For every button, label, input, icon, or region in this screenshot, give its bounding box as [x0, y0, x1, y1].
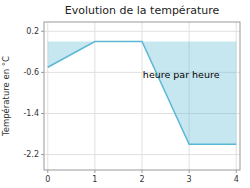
marks [48, 42, 236, 145]
x-tick [236, 170, 237, 173]
x-grid-line [94, 22, 95, 170]
x-tick [142, 170, 143, 173]
area [48, 42, 236, 145]
y-tick [41, 72, 44, 73]
x-tick-label: 1 [92, 175, 97, 184]
x-grid-line [142, 22, 143, 170]
annotation: heure par heure [143, 69, 220, 80]
x-tick [47, 170, 48, 173]
x-tick-label: 3 [187, 175, 192, 184]
y-axis-label: Température en °C [1, 56, 11, 137]
x-tick-label: 2 [139, 175, 144, 184]
line [48, 42, 236, 145]
y-tick-label: 0.2 [26, 27, 39, 36]
y-tick [41, 113, 44, 114]
x-tick-label: 0 [45, 175, 50, 184]
plot-frame [44, 22, 240, 170]
grid [44, 22, 240, 170]
y-tick [41, 154, 44, 155]
plot-background [44, 22, 240, 170]
y-tick [41, 31, 44, 32]
y-tick-label: -2.2 [23, 150, 39, 159]
axes: 0.2 -0.6 -1.4 -2.2 0 1 2 3 4 [23, 27, 238, 184]
title: Evolution de la température [65, 4, 220, 17]
x-tick [189, 170, 190, 173]
y-tick-label: -0.6 [23, 68, 39, 77]
x-tick-label: 4 [234, 175, 239, 184]
chart: 0.2 -0.6 -1.4 -2.2 0 1 2 3 4 Evolution de la temp… [0, 0, 250, 188]
y-tick-label: -1.4 [23, 109, 39, 118]
x-tick [94, 170, 95, 173]
